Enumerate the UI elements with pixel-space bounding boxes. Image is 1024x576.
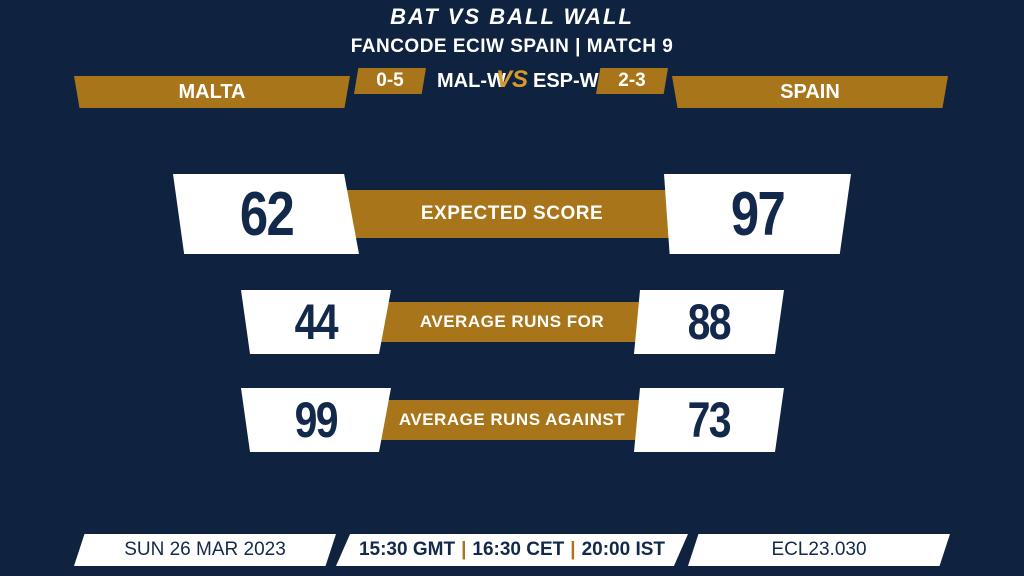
stat-label-average-runs-for: AVERAGE RUNS FOR bbox=[376, 302, 648, 342]
stat-value: 99 bbox=[294, 392, 339, 448]
stat-value: 62 bbox=[239, 179, 294, 249]
graphic-title: BAT VS BALL WALL bbox=[390, 4, 634, 29]
stat-right-average-runs-for: 88 bbox=[634, 290, 784, 354]
stat-left-expected-score: 62 bbox=[173, 174, 359, 254]
team-right-code: ESP-W bbox=[533, 69, 599, 92]
match-times: 15:30 GMT | 16:30 CET | 20:00 IST bbox=[336, 534, 688, 566]
match-subtitle: FANCODE ECIW SPAIN | MATCH 9 bbox=[350, 36, 674, 57]
time-separator: | bbox=[461, 539, 467, 560]
stat-left-average-runs-for: 44 bbox=[241, 290, 391, 354]
stat-label-expected-score: EXPECTED SCORE bbox=[340, 190, 684, 238]
stat-value: 97 bbox=[730, 179, 786, 249]
vs-icon: VS bbox=[496, 66, 529, 93]
time-ist: 20:00 IST bbox=[581, 539, 666, 560]
stat-left-average-runs-against: 99 bbox=[241, 388, 391, 452]
stat-right-average-runs-against: 73 bbox=[634, 388, 784, 452]
stat-value: 44 bbox=[294, 294, 339, 350]
team-left-form: 0-5 bbox=[354, 68, 426, 94]
team-left-name: MALTA bbox=[74, 76, 350, 108]
match-code: ECL23.030 bbox=[688, 534, 950, 566]
stat-label-average-runs-against: AVERAGE RUNS AGAINST bbox=[376, 400, 648, 440]
time-gmt: 15:30 GMT bbox=[358, 539, 456, 560]
time-separator: | bbox=[570, 539, 576, 560]
stat-right-expected-score: 97 bbox=[664, 174, 851, 254]
time-cet: 16:30 CET bbox=[472, 539, 565, 560]
stat-value: 73 bbox=[687, 392, 732, 448]
team-right-name: SPAIN bbox=[672, 76, 948, 108]
stat-value: 88 bbox=[687, 294, 732, 350]
team-left-code: MAL-W bbox=[437, 69, 506, 92]
match-date: SUN 26 MAR 2023 bbox=[74, 534, 336, 566]
team-right-form: 2-3 bbox=[596, 68, 668, 94]
